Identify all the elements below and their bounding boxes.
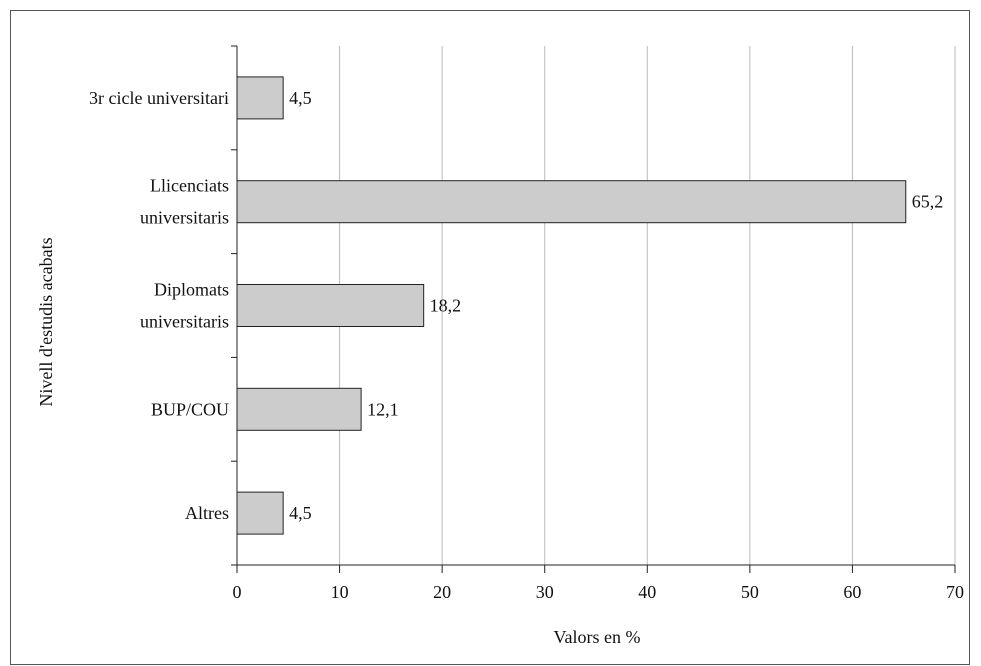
- bars: [236, 76, 907, 535]
- labels: 0 10 20 30 40 50 60 70 4,5 3r cicle universitari 6…: [89, 88, 964, 602]
- y-tick-label: universitaris: [140, 208, 229, 228]
- x-tick-label: 0: [233, 582, 242, 602]
- gridlines: [339, 46, 956, 565]
- y-tick-label: Altres: [185, 503, 229, 523]
- data-label: 65,2: [912, 192, 944, 212]
- data-label: 12,1: [367, 399, 399, 419]
- bar: [236, 180, 907, 224]
- x-tick-label: 40: [638, 582, 656, 602]
- x-tick-label: 10: [331, 582, 349, 602]
- bar: [236, 387, 362, 431]
- data-label: 4,5: [289, 503, 312, 523]
- bar: [236, 76, 284, 120]
- x-tick-label: 70: [946, 582, 964, 602]
- x-tick-label: 20: [433, 582, 451, 602]
- y-tick-label: BUP/COU: [151, 399, 229, 419]
- chart-frame: [10, 10, 970, 665]
- x-tick-label: 50: [741, 582, 759, 602]
- y-tick-label: 3r cicle universitari: [89, 88, 229, 108]
- bar: [236, 284, 425, 327]
- x-axis-title: Valors en %: [554, 627, 641, 647]
- bar: [236, 491, 284, 535]
- axes: [231, 45, 956, 573]
- y-tick-label: Llicenciats: [150, 176, 229, 196]
- y-tick-label: Diplomats: [154, 280, 229, 300]
- y-axis-title: Nivell d'estudis acabats: [36, 237, 56, 406]
- data-label: 4,5: [289, 88, 312, 108]
- data-label: 18,2: [430, 296, 462, 316]
- y-tick-label: universitaris: [140, 312, 229, 332]
- x-tick-label: 30: [536, 582, 554, 602]
- x-tick-label: 60: [843, 582, 861, 602]
